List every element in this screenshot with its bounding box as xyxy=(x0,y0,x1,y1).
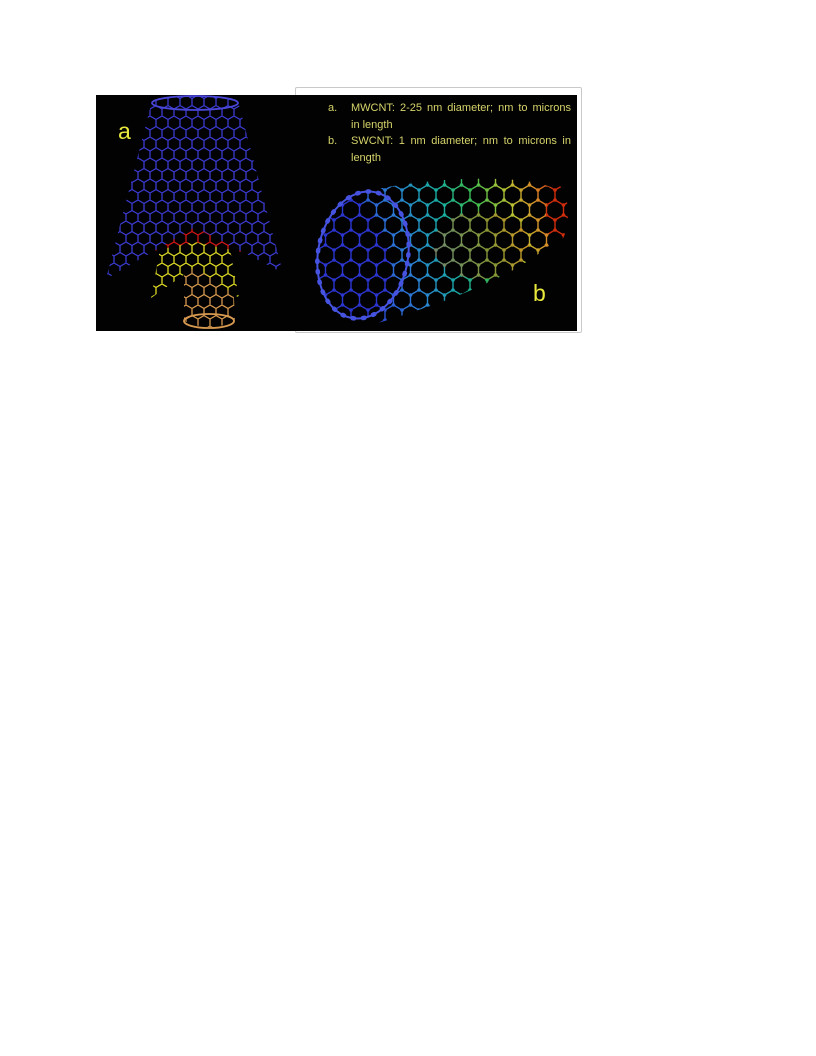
nanotube-graphics: a b xyxy=(106,95,568,329)
mwcnt-core-rim xyxy=(183,313,235,329)
mwcnt-top-rim xyxy=(151,95,239,111)
swcnt-graphic: b xyxy=(315,178,568,323)
swcnt-mouth-beads xyxy=(315,189,411,321)
figure-legend: a. MWCNT: 2-25 nm diameter; nm to micron… xyxy=(328,100,574,166)
swcnt-end-cap xyxy=(546,185,568,243)
mwcnt-outer-wall xyxy=(106,96,283,279)
legend-text-a: MWCNT: 2-25 nm diameter; nm to microns i… xyxy=(351,102,571,131)
legend-text-b: SWCNT: 1 nm diameter; nm to microns in l… xyxy=(351,135,571,164)
legend-item-a: a. MWCNT: 2-25 nm diameter; nm to micron… xyxy=(328,100,574,133)
legend-item-b: b. SWCNT: 1 nm diameter; nm to microns i… xyxy=(328,133,574,166)
panel-b-label: b xyxy=(533,280,546,306)
mwcnt-graphic: a xyxy=(106,95,283,329)
panel-a-label: a xyxy=(118,118,131,144)
swcnt-inner-speckle xyxy=(433,211,529,279)
nanotube-figure[interactable]: a b a. MWCNT: 2-25 nm diameter; nm to mi… xyxy=(96,95,577,331)
legend-marker-b: b. xyxy=(328,135,338,147)
legend-marker-a: a. xyxy=(328,102,338,114)
